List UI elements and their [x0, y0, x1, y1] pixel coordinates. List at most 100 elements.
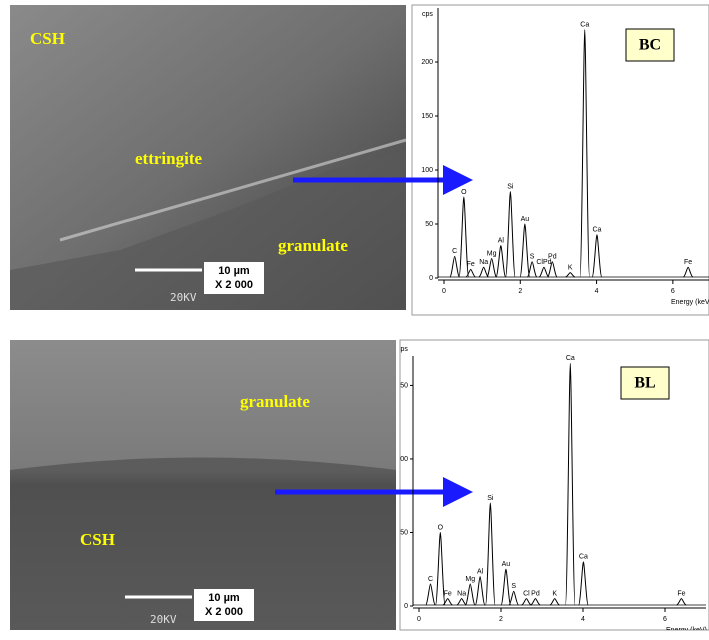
- sem-label: CSH: [80, 530, 115, 549]
- peak: [500, 568, 512, 606]
- magnification: X 2 000: [215, 279, 253, 291]
- peak-label: Mg: [487, 250, 497, 257]
- peak: [549, 598, 560, 606]
- peak-label: Si: [507, 183, 514, 190]
- sample-label: BL: [634, 375, 655, 392]
- peak-label: Fe: [467, 261, 475, 268]
- peak: [676, 598, 687, 606]
- x-axis-label: Energy (keV): [666, 627, 707, 634]
- y-tick-label: 150: [396, 382, 408, 389]
- sem-footer: 20KV: [170, 291, 197, 304]
- sample-badge: [625, 28, 675, 62]
- x-axis-label: Energy (keV): [671, 299, 709, 306]
- peak-label: ClPd: [536, 259, 551, 266]
- sample-label: BC: [639, 37, 661, 54]
- peak: [538, 266, 549, 278]
- scale-length: 10 µm: [218, 265, 250, 277]
- y-axis-label: cps: [422, 11, 433, 18]
- peak-label: Ca: [580, 21, 589, 28]
- peak: [465, 268, 476, 278]
- x-tick-label: 4: [581, 616, 585, 623]
- peak: [495, 245, 507, 278]
- peak-label: Ca: [592, 227, 601, 234]
- magnification: X 2 000: [205, 606, 243, 618]
- peak: [547, 261, 558, 278]
- peak: [458, 196, 470, 278]
- peak-label: Ca: [579, 554, 588, 561]
- sem-texture: [10, 150, 406, 310]
- peak: [530, 598, 541, 606]
- x-tick-label: 0: [417, 616, 421, 623]
- sem-label: granulate: [240, 392, 310, 411]
- y-tick-label: 100: [421, 167, 433, 174]
- peak: [442, 598, 453, 606]
- peak-label: Al: [477, 568, 484, 575]
- peak: [464, 583, 476, 606]
- y-tick-label: 100: [396, 456, 408, 463]
- x-tick-label: 4: [595, 288, 599, 295]
- peak: [564, 362, 576, 606]
- y-tick-label: 50: [400, 529, 408, 536]
- peak: [486, 258, 497, 278]
- sem-texture: [10, 457, 396, 630]
- peak-label: Si: [487, 495, 494, 502]
- sem-footer: 20KV: [150, 613, 177, 626]
- peak: [579, 29, 591, 278]
- peak: [565, 272, 576, 278]
- peak-label: Pd: [548, 254, 557, 261]
- peak-label: Fe: [684, 259, 692, 266]
- peak-label: Na: [457, 590, 466, 597]
- scale-bar-box: [204, 262, 264, 294]
- sem-texture: [59, 138, 407, 242]
- spectrum: cps Energy (keV) 0 50 100 150 200 0 2 4 6 C O Fe Na Mg A…: [421, 8, 709, 306]
- x-tick-label: 6: [671, 288, 675, 295]
- peak: [578, 561, 589, 606]
- peak-label: K: [568, 264, 573, 271]
- peak-label: Pd: [531, 590, 540, 597]
- peak: [521, 598, 532, 606]
- peak-label: C: [428, 576, 433, 583]
- peak-label: O: [461, 189, 467, 196]
- y-tick-label: 0: [429, 275, 433, 282]
- peak-label: S: [511, 583, 516, 590]
- x-tick-label: 2: [499, 616, 503, 623]
- peak-label: K: [552, 590, 557, 597]
- sem-label: ettringite: [135, 149, 202, 168]
- peak-label: O: [438, 524, 444, 531]
- peak: [449, 255, 460, 278]
- scale-bar-box: [194, 589, 254, 621]
- y-tick-label: 150: [421, 113, 433, 120]
- peak-label: Au: [521, 216, 530, 223]
- peak: [456, 598, 467, 606]
- sample-badge: [620, 366, 670, 400]
- peak: [474, 576, 486, 606]
- peak: [425, 583, 436, 606]
- x-tick-label: 6: [663, 616, 667, 623]
- peak-label: Fe: [677, 590, 685, 597]
- sem-label: CSH: [30, 29, 65, 48]
- peak: [435, 531, 446, 606]
- peak-label: Au: [502, 561, 511, 568]
- peak-label: Na: [479, 259, 488, 266]
- x-tick-label: 0: [442, 288, 446, 295]
- y-tick-label: 50: [425, 221, 433, 228]
- sem-label: granulate: [278, 236, 348, 255]
- peak-label: S: [530, 254, 535, 261]
- y-tick-label: 200: [421, 59, 433, 66]
- peak: [519, 223, 531, 278]
- peak-label: Cl: [523, 590, 530, 597]
- peak: [505, 191, 516, 278]
- peak-label: C: [452, 248, 457, 255]
- y-tick-label: 0: [404, 603, 408, 610]
- y-axis-label: cps: [397, 346, 408, 353]
- scale-length: 10 µm: [208, 592, 240, 604]
- peak-label: Mg: [465, 576, 475, 583]
- peak: [478, 266, 489, 278]
- x-tick-label: 2: [518, 288, 522, 295]
- peak: [683, 266, 694, 278]
- peak: [485, 502, 496, 606]
- peak-label: Ca: [566, 355, 575, 362]
- peak: [508, 590, 520, 606]
